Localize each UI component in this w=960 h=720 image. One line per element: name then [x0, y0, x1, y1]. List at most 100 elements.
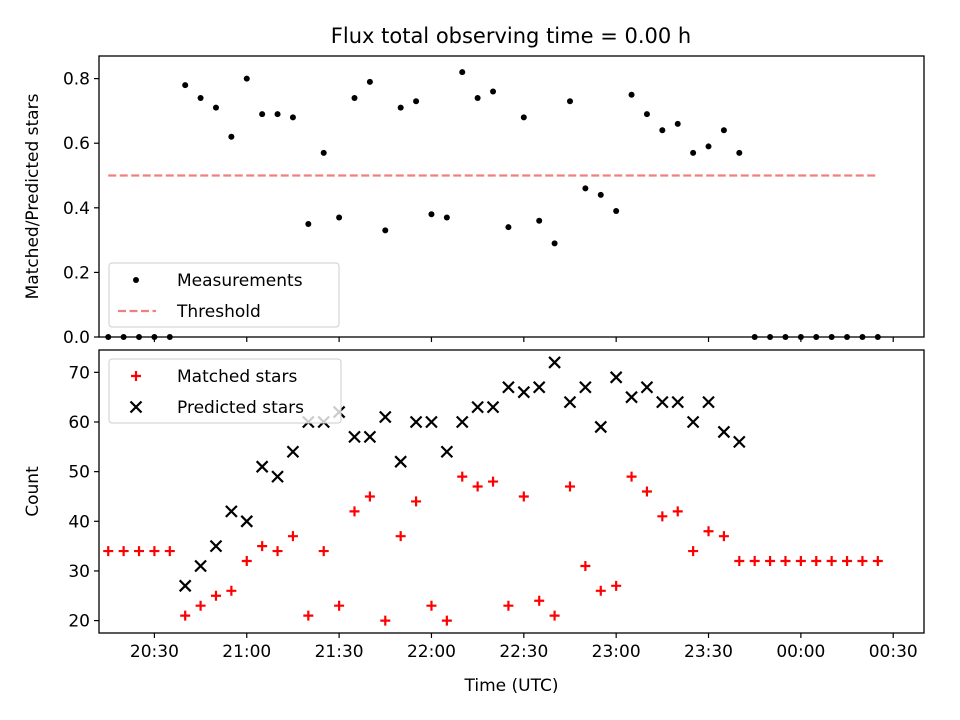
legend-x-swatch	[129, 400, 143, 414]
predicted-star-point	[579, 380, 592, 394]
legend-entry-label: Measurements	[177, 271, 303, 291]
predicted-star-point	[733, 435, 746, 449]
measurement-point	[705, 143, 712, 150]
matched-star-point	[518, 491, 529, 502]
y-tick-label: 60	[68, 413, 90, 433]
matched-star-point	[226, 585, 237, 596]
predicted-star-point	[502, 380, 515, 394]
legend: Measurements Threshold	[108, 262, 340, 328]
y-tick-label: 0.4	[63, 199, 90, 219]
predicted-star-point	[671, 395, 685, 409]
legend-box	[108, 358, 342, 424]
measurement-point	[490, 88, 497, 95]
measurement-point	[397, 104, 404, 111]
y-tick-label: 0.6	[63, 134, 90, 154]
legend-entry-label: Predicted stars	[177, 398, 304, 418]
matched-star-point	[426, 600, 437, 611]
measurement-point	[613, 208, 620, 215]
measurement-point	[259, 111, 266, 118]
y-tick-label: 40	[68, 512, 90, 532]
matched-star-point	[287, 531, 298, 542]
bottom-panel: 20 30 40 50 60 70 20:30 21:00 21:30 22:00 22:30 23:…	[23, 349, 925, 696]
measurement-point	[320, 149, 327, 156]
matched-star-point	[718, 531, 729, 542]
x-tick-label: 20:30	[130, 642, 179, 662]
measurement-point	[643, 111, 650, 118]
predicted-star-point	[394, 455, 407, 468]
measurement-point	[428, 211, 435, 218]
matched-star-point	[257, 541, 268, 552]
matched-star-point	[472, 481, 483, 492]
matched-star-point	[210, 590, 221, 601]
x-tick-label: 00:00	[776, 642, 825, 662]
measurement-point	[659, 127, 666, 134]
predicted-star-point	[178, 579, 192, 593]
predicted-star-point	[548, 356, 561, 369]
matched-star-point	[457, 471, 468, 482]
measurement-point	[566, 98, 573, 105]
matched-star-point	[780, 556, 791, 567]
predicted-star-point	[225, 505, 238, 518]
measurement-point	[366, 78, 373, 85]
matched-star-point	[611, 580, 622, 591]
measurement-point	[351, 94, 358, 101]
matched-star-point	[164, 546, 175, 557]
matched-star-point	[318, 546, 329, 557]
matched-star-point	[626, 471, 637, 482]
matched-star-point	[734, 556, 745, 567]
matched-star-point	[241, 556, 252, 567]
predicted-star-point	[686, 415, 700, 429]
matched-star-point	[549, 610, 560, 621]
series-measurements	[105, 69, 881, 340]
x-tick-label: 23:00	[592, 642, 641, 662]
measurement-point	[212, 104, 219, 111]
measurement-point	[382, 227, 389, 234]
matched-star-point	[564, 481, 575, 492]
series-matched-stars	[103, 471, 883, 626]
axes-frame	[98, 349, 925, 634]
measurement-point	[736, 149, 743, 156]
measurement-point	[536, 217, 543, 224]
predicted-star-point	[625, 390, 638, 404]
measurement-point	[628, 91, 635, 98]
matched-star-point	[857, 556, 868, 567]
measurement-point	[274, 111, 281, 118]
matched-star-point	[641, 486, 652, 497]
matched-star-point	[411, 496, 422, 507]
predicted-star-point	[640, 380, 654, 394]
measurement-point	[413, 98, 420, 105]
legend-box	[108, 262, 340, 328]
matched-star-point	[118, 546, 129, 557]
x-axis-label: Time (UTC)	[464, 676, 559, 696]
axes-frame	[98, 55, 925, 338]
matched-star-point	[872, 556, 883, 567]
measurement-point	[243, 75, 250, 82]
top-panel: 0.0 0.2 0.4 0.6 0.8 Matched/Predicted stars Me…	[23, 55, 925, 348]
predicted-star-point	[348, 430, 361, 444]
legend: Matched stars Predicted stars	[108, 358, 342, 424]
measurement-point	[520, 114, 527, 121]
matched-star-point	[349, 506, 360, 517]
measurement-point	[197, 94, 204, 101]
matched-star-point	[180, 610, 191, 621]
matched-star-point	[672, 506, 683, 517]
matched-star-point	[149, 546, 160, 557]
predicted-star-point	[440, 445, 454, 459]
predicted-star-point	[563, 395, 577, 409]
predicted-star-point	[656, 395, 669, 409]
measurement-point	[289, 114, 296, 121]
measurement-point	[228, 133, 235, 140]
predicted-star-point	[425, 415, 438, 429]
matched-star-point	[842, 556, 853, 567]
legend-entry-label: Matched stars	[177, 367, 297, 387]
predicted-star-point	[409, 415, 423, 429]
matched-star-point	[503, 600, 514, 611]
matched-star-point	[688, 546, 699, 557]
predicted-star-point	[471, 400, 484, 414]
measurement-point	[336, 214, 343, 221]
y-tick-label: 50	[68, 463, 90, 483]
matched-star-point	[534, 595, 545, 606]
predicted-star-point	[271, 470, 284, 483]
measurement-point	[459, 69, 466, 76]
predicted-star-point	[532, 380, 546, 394]
